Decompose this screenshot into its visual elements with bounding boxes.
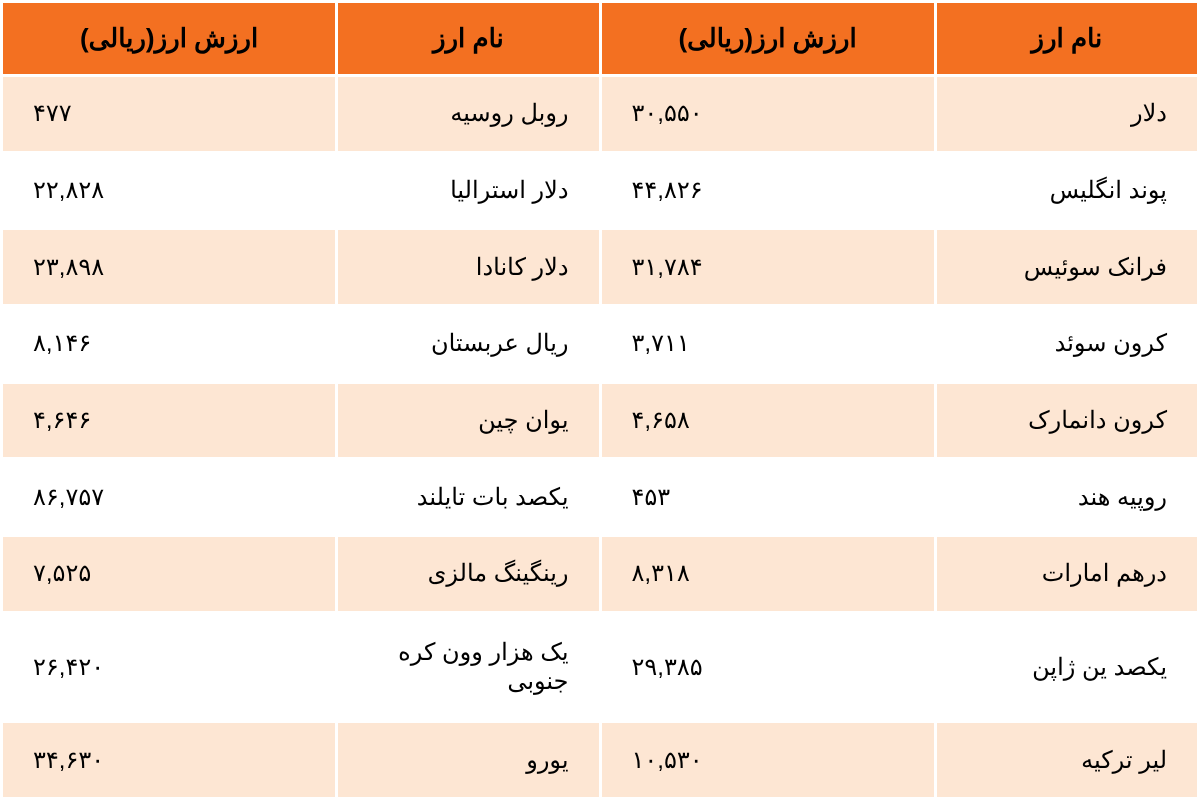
currency-name: لیر ترکیه <box>935 722 1198 799</box>
currency-name: یورو <box>337 722 600 799</box>
currency-value: ۲۶,۴۲۰ <box>2 612 337 721</box>
currency-name: کرون دانمارک <box>935 382 1198 459</box>
header-row: نام ارز ارزش ارز(ریالی) نام ارز ارزش ارز… <box>2 2 1199 76</box>
table-row: لیر ترکیه۱۰,۵۳۰یورو۳۴,۶۳۰ <box>2 722 1199 799</box>
header-value-2: ارزش ارز(ریالی) <box>2 2 337 76</box>
currency-name: روپیه هند <box>935 459 1198 536</box>
table-row: روپیه هند۴۵۳یکصد بات تایلند۸۶,۷۵۷ <box>2 459 1199 536</box>
table-row: دلار۳۰,۵۵۰روبل روسیه۴۷۷ <box>2 76 1199 153</box>
table-body: دلار۳۰,۵۵۰روبل روسیه۴۷۷پوند انگلیس۴۴,۸۲۶… <box>2 76 1199 799</box>
currency-name: دلار <box>935 76 1198 153</box>
currency-name: درهم امارات <box>935 536 1198 613</box>
currency-name: کرون سوئد <box>935 306 1198 383</box>
currency-value: ۷,۵۲۵ <box>2 536 337 613</box>
currency-name: رینگینگ مالزی <box>337 536 600 613</box>
currency-value: ۴,۶۵۸ <box>600 382 935 459</box>
table-row: درهم امارات۸,۳۱۸رینگینگ مالزی۷,۵۲۵ <box>2 536 1199 613</box>
currency-value: ۲۹,۳۸۵ <box>600 612 935 721</box>
header-name-1: نام ارز <box>935 2 1198 76</box>
table-row: یکصد ین ژاپن۲۹,۳۸۵یک هزار وون کره جنوبی۲… <box>2 612 1199 721</box>
currency-name: ریال عربستان <box>337 306 600 383</box>
currency-value: ۸,۱۴۶ <box>2 306 337 383</box>
currency-name: یوان چین <box>337 382 600 459</box>
currency-name: یک هزار وون کره جنوبی <box>337 612 600 721</box>
currency-value: ۸۶,۷۵۷ <box>2 459 337 536</box>
currency-value: ۱۰,۵۳۰ <box>600 722 935 799</box>
currency-name: یکصد ین ژاپن <box>935 612 1198 721</box>
currency-value: ۲۲,۸۲۸ <box>2 152 337 229</box>
currency-value: ۴۴,۸۲۶ <box>600 152 935 229</box>
header-name-2: نام ارز <box>337 2 600 76</box>
table-row: فرانک سوئیس۳۱,۷۸۴دلار کانادا۲۳,۸۹۸ <box>2 229 1199 306</box>
currency-name: روبل روسیه <box>337 76 600 153</box>
currency-value: ۳۴,۶۳۰ <box>2 722 337 799</box>
currency-value: ۳,۷۱۱ <box>600 306 935 383</box>
currency-value: ۴۷۷ <box>2 76 337 153</box>
currency-table: نام ارز ارزش ارز(ریالی) نام ارز ارزش ارز… <box>0 0 1200 800</box>
currency-value: ۲۳,۸۹۸ <box>2 229 337 306</box>
currency-value: ۳۱,۷۸۴ <box>600 229 935 306</box>
currency-value: ۴۵۳ <box>600 459 935 536</box>
currency-value: ۴,۶۴۶ <box>2 382 337 459</box>
header-value-1: ارزش ارز(ریالی) <box>600 2 935 76</box>
currency-value: ۳۰,۵۵۰ <box>600 76 935 153</box>
table-row: کرون سوئد۳,۷۱۱ریال عربستان۸,۱۴۶ <box>2 306 1199 383</box>
currency-name: یکصد بات تایلند <box>337 459 600 536</box>
table-row: کرون دانمارک۴,۶۵۸یوان چین۴,۶۴۶ <box>2 382 1199 459</box>
currency-name: پوند انگلیس <box>935 152 1198 229</box>
currency-name: دلار کانادا <box>337 229 600 306</box>
currency-name: دلار استرالیا <box>337 152 600 229</box>
table-row: پوند انگلیس۴۴,۸۲۶دلار استرالیا۲۲,۸۲۸ <box>2 152 1199 229</box>
currency-name: فرانک سوئیس <box>935 229 1198 306</box>
currency-value: ۸,۳۱۸ <box>600 536 935 613</box>
